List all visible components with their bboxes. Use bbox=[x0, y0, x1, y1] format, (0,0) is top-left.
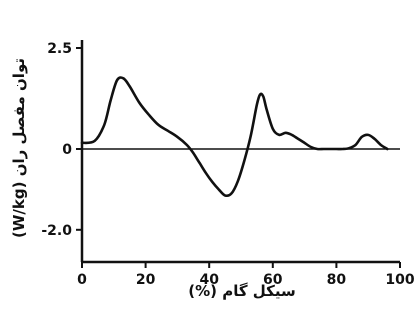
y-tick-label: 0 bbox=[62, 142, 72, 158]
x-tick-label: 20 bbox=[136, 272, 156, 288]
x-tick-label: 60 bbox=[263, 272, 283, 288]
x-tick-label: 80 bbox=[327, 272, 347, 288]
y-tick-label: -2.0 bbox=[41, 223, 72, 239]
y-axis-ticks: 2.5 0 -2.0 bbox=[41, 41, 82, 239]
x-axis-ticks: 0 20 40 60 80 100 bbox=[77, 262, 415, 288]
x-tick-label: 100 bbox=[385, 272, 414, 288]
y-axis-label: توان مفصل ران (W/kg) bbox=[10, 58, 28, 238]
series-line bbox=[80, 76, 389, 198]
y-tick-label: 2.5 bbox=[47, 41, 72, 57]
x-axis-label: سیکل گام (%) bbox=[188, 282, 296, 300]
x-tick-label: 0 bbox=[77, 272, 87, 288]
series-points bbox=[81, 77, 388, 196]
x-tick-label: 40 bbox=[199, 272, 219, 288]
